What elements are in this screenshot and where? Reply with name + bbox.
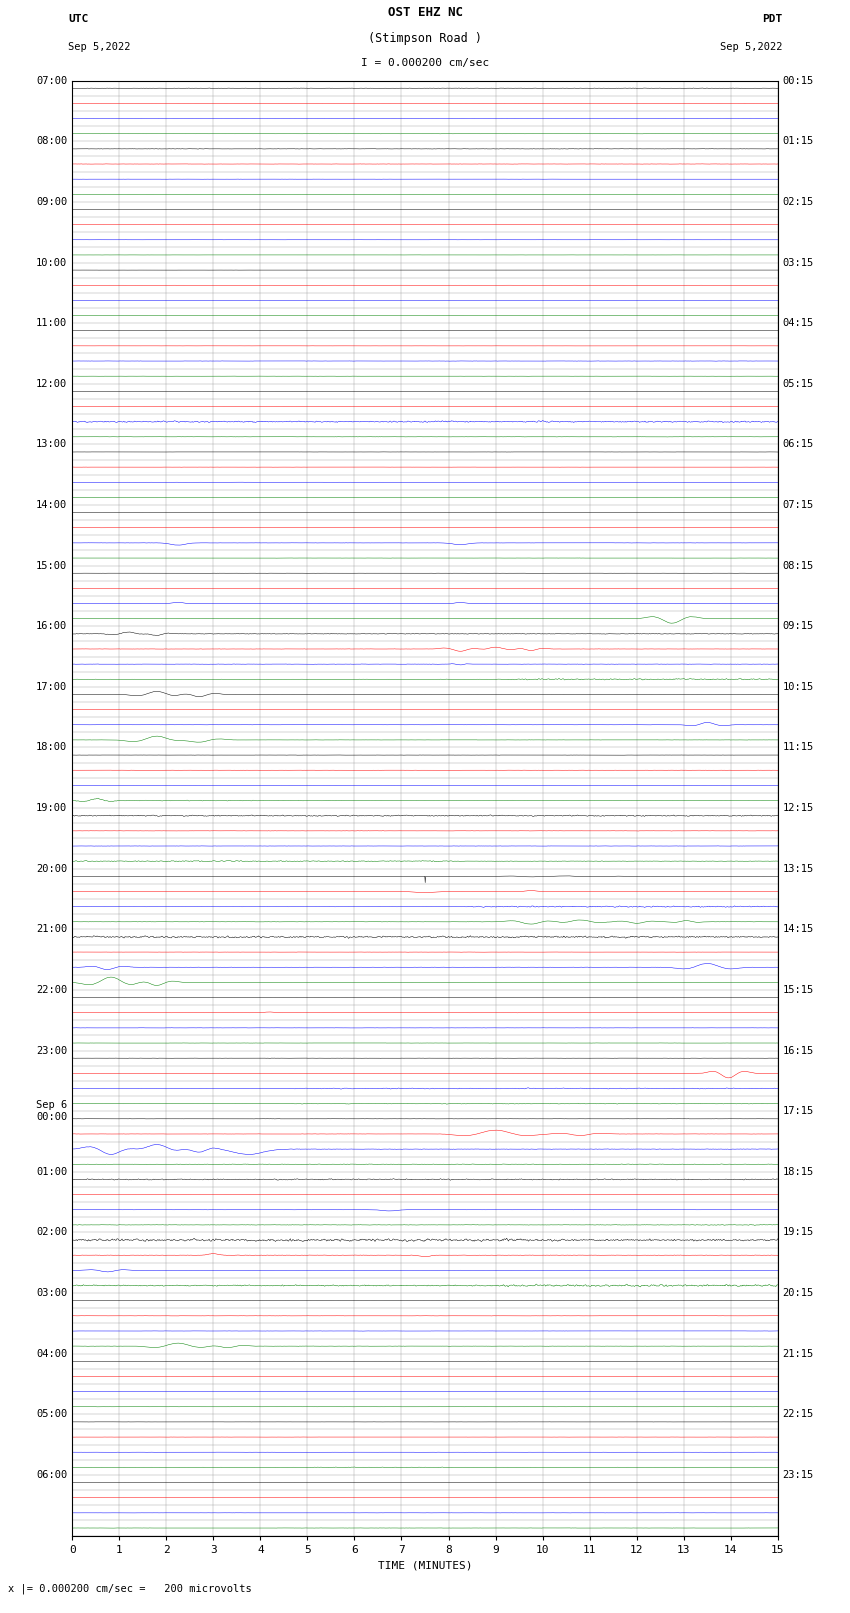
- Text: OST EHZ NC: OST EHZ NC: [388, 6, 462, 19]
- X-axis label: TIME (MINUTES): TIME (MINUTES): [377, 1560, 473, 1569]
- Text: UTC: UTC: [68, 15, 88, 24]
- Text: Sep 5,2022: Sep 5,2022: [68, 42, 131, 52]
- Text: Sep 5,2022: Sep 5,2022: [719, 42, 782, 52]
- Text: x |= 0.000200 cm/sec =   200 microvolts: x |= 0.000200 cm/sec = 200 microvolts: [8, 1582, 252, 1594]
- Text: I = 0.000200 cm/sec: I = 0.000200 cm/sec: [361, 58, 489, 68]
- Text: (Stimpson Road ): (Stimpson Road ): [368, 32, 482, 45]
- Text: PDT: PDT: [762, 15, 782, 24]
